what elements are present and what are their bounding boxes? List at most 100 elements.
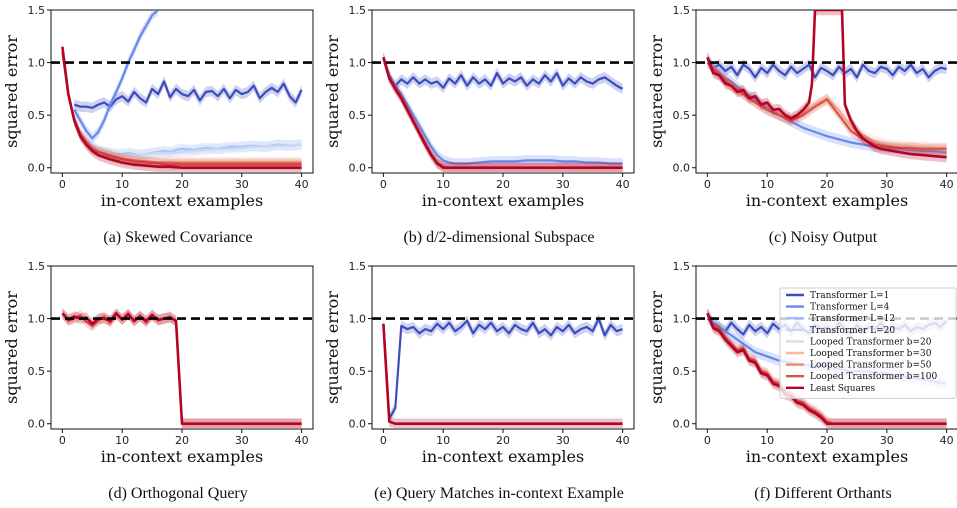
y-tick-label: 0.0 — [673, 162, 691, 175]
plot-area — [371, 265, 635, 430]
y-tick-label: 0.0 — [28, 418, 46, 431]
x-tick-label: 10 — [436, 178, 450, 191]
x-tick-label: 40 — [940, 434, 954, 447]
x-tick-label: 20 — [175, 178, 189, 191]
panel-caption: (c) Noisy Output — [769, 229, 878, 246]
x-tick-label: 40 — [295, 178, 309, 191]
series-group — [61, 10, 303, 172]
legend-label: Looped Transformer b=100 — [810, 372, 937, 382]
y-tick-label: 0.5 — [28, 109, 46, 122]
series-line-3 — [382, 56, 623, 169]
y-axis-label: squared error — [647, 291, 666, 404]
y-tick-label: 1.5 — [28, 260, 46, 273]
x-tick-label: 30 — [235, 434, 249, 447]
y-axis-label: squared error — [2, 291, 21, 404]
x-tick-label: 0 — [704, 434, 711, 447]
y-axis-label: squared error — [2, 35, 21, 148]
series-band-3 — [62, 46, 302, 161]
series-line-1 — [382, 56, 623, 165]
y-tick-label: 0.0 — [673, 418, 691, 431]
series-band-1 — [62, 308, 302, 428]
legend-label: Transformer L=12 — [810, 314, 895, 324]
x-tick-label: 20 — [496, 434, 510, 447]
x-tick-label: 20 — [820, 178, 834, 191]
x-tick-label: 30 — [235, 178, 249, 191]
series-line-3 — [706, 312, 947, 426]
series-band-3 — [707, 308, 947, 428]
panel-caption: (a) Skewed Covariance — [103, 229, 252, 246]
panel-caption: (d) Orthogonal Query — [108, 485, 248, 502]
series-line-6 — [61, 46, 302, 169]
x-tick-label: 10 — [760, 178, 774, 191]
x-axis-label: in-context examples — [746, 191, 908, 210]
y-tick-label: 1.0 — [673, 313, 691, 326]
legend-label: Transformer L=4 — [810, 303, 890, 313]
y-tick-label: 1.0 — [673, 57, 691, 70]
x-axis-label: in-context examples — [101, 191, 263, 210]
series-line-0 — [706, 56, 947, 79]
panel-0: 0 10 20 30 40 0.0 0.5 1.0 1.5 in-context examples… — [2, 4, 314, 246]
x-tick-label: 30 — [880, 434, 894, 447]
x-tick-label: 10 — [115, 434, 129, 447]
x-tick-label: 20 — [175, 434, 189, 447]
x-tick-label: 10 — [760, 434, 774, 447]
x-tick-label: 0 — [380, 434, 387, 447]
y-tick-label: 0.5 — [673, 365, 691, 378]
series-line-4 — [706, 10, 947, 159]
x-axis-label: in-context examples — [746, 447, 908, 466]
series-band-0 — [383, 313, 623, 424]
panel-4: 0 10 20 30 40 0.0 0.5 1.0 1.5 in-context examples… — [323, 260, 635, 502]
panel-caption: (b) d/2-dimensional Subspace — [403, 229, 594, 246]
y-tick-label: 1.0 — [28, 57, 46, 70]
legend-label: Least Squares — [810, 384, 875, 394]
series-band-2 — [707, 57, 947, 153]
series-line-1 — [73, 10, 159, 140]
x-tick-label: 10 — [115, 178, 129, 191]
y-tick-label: 1.5 — [28, 4, 46, 17]
x-tick-label: 40 — [616, 178, 630, 191]
series-group — [382, 52, 624, 172]
x-tick-label: 30 — [880, 178, 894, 191]
series-band-0 — [62, 308, 302, 428]
legend-label: Looped Transformer b=30 — [810, 349, 932, 359]
series-line-0 — [394, 71, 624, 90]
y-tick-label: 0.5 — [349, 109, 367, 122]
x-tick-label: 0 — [59, 178, 66, 191]
legend-label: Looped Transformer b=50 — [810, 361, 932, 371]
panel-2: 0 10 20 30 40 0.0 0.5 1.0 1.5 in-context examples… — [647, 4, 957, 246]
series-line-1 — [382, 323, 623, 426]
series-line-0 — [73, 80, 303, 109]
series-line-0 — [382, 317, 623, 420]
y-tick-label: 1.0 — [28, 313, 46, 326]
y-tick-label: 1.5 — [673, 4, 691, 17]
y-tick-label: 1.0 — [349, 313, 367, 326]
plot-area — [371, 9, 635, 174]
panel-1: 0 10 20 30 40 0.0 0.5 1.0 1.5 in-context examples… — [323, 4, 635, 246]
x-tick-label: 40 — [616, 434, 630, 447]
series-group — [382, 313, 623, 428]
series-band-0 — [707, 52, 947, 83]
series-group — [706, 10, 947, 163]
series-band-0 — [395, 67, 623, 95]
y-tick-label: 0.0 — [349, 418, 367, 431]
x-tick-label: 30 — [556, 434, 570, 447]
y-tick-label: 0.0 — [349, 162, 367, 175]
y-axis-label: squared error — [323, 35, 342, 148]
y-tick-label: 1.5 — [349, 4, 367, 17]
x-axis-label: in-context examples — [422, 191, 584, 210]
panel-5: 0 10 20 30 40 0.0 0.5 1.0 1.5 in-context examples… — [647, 260, 957, 502]
panel-caption: (f) Different Orthants — [754, 485, 891, 502]
x-tick-label: 20 — [820, 434, 834, 447]
x-tick-label: 40 — [940, 178, 954, 191]
y-axis-label: squared error — [323, 291, 342, 404]
legend-label: Transformer L=1 — [810, 291, 889, 301]
legend: Transformer L=1 Transformer L=4Transforme… — [779, 287, 957, 399]
x-tick-label: 0 — [59, 434, 66, 447]
panel-3: 0 10 20 30 40 0.0 0.5 1.0 1.5 in-context examples… — [2, 260, 314, 502]
x-tick-label: 0 — [380, 178, 387, 191]
series-band-3 — [707, 57, 947, 155]
y-tick-label: 1.5 — [349, 260, 367, 273]
x-tick-label: 20 — [496, 178, 510, 191]
y-tick-label: 0.0 — [28, 162, 46, 175]
